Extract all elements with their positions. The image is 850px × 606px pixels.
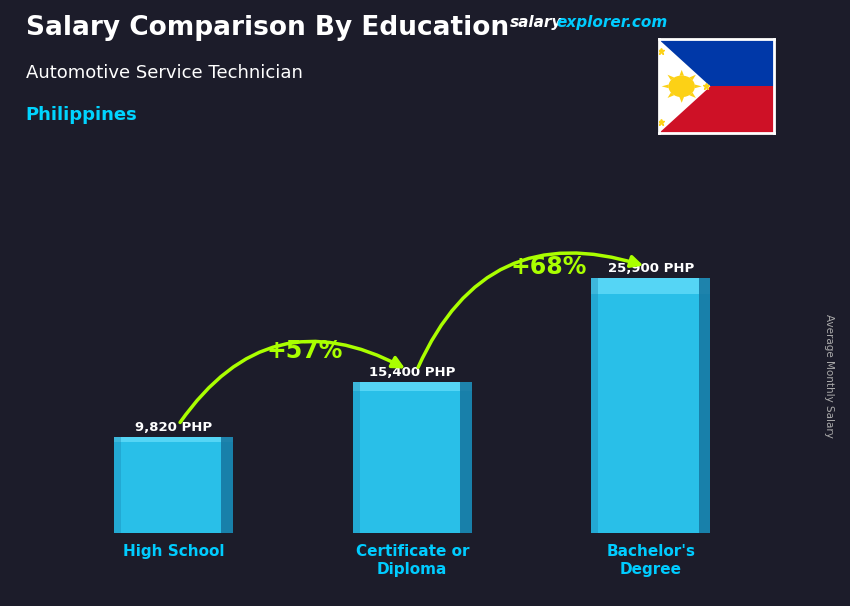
Text: +68%: +68% xyxy=(510,255,586,279)
Text: 9,820 PHP: 9,820 PHP xyxy=(135,421,212,434)
Bar xyxy=(114,436,122,533)
Polygon shape xyxy=(667,75,674,80)
Text: Salary Comparison By Education: Salary Comparison By Education xyxy=(26,15,508,41)
Text: Philippines: Philippines xyxy=(26,106,137,124)
Polygon shape xyxy=(694,84,702,88)
Polygon shape xyxy=(659,39,711,133)
Bar xyxy=(353,382,360,533)
Polygon shape xyxy=(661,84,669,88)
Bar xyxy=(221,436,234,533)
Text: Average Monthly Salary: Average Monthly Salary xyxy=(824,314,834,438)
Polygon shape xyxy=(679,70,684,76)
Bar xyxy=(591,278,711,533)
Text: explorer.com: explorer.com xyxy=(557,15,668,30)
Polygon shape xyxy=(689,93,696,98)
Bar xyxy=(353,382,472,391)
Text: 25,900 PHP: 25,900 PHP xyxy=(608,262,694,275)
Text: Automotive Service Technician: Automotive Service Technician xyxy=(26,64,303,82)
Bar xyxy=(591,278,598,533)
Bar xyxy=(114,436,234,442)
Polygon shape xyxy=(689,75,696,80)
Text: 15,400 PHP: 15,400 PHP xyxy=(369,365,456,379)
Bar xyxy=(353,382,472,533)
Bar xyxy=(659,39,774,87)
Bar xyxy=(460,382,472,533)
Bar xyxy=(114,436,234,533)
Circle shape xyxy=(668,76,695,97)
Polygon shape xyxy=(667,93,674,98)
Text: salary: salary xyxy=(510,15,563,30)
Bar xyxy=(659,87,774,133)
Bar xyxy=(591,278,711,293)
Text: +57%: +57% xyxy=(267,339,343,363)
Bar xyxy=(699,278,711,533)
Polygon shape xyxy=(679,97,684,103)
